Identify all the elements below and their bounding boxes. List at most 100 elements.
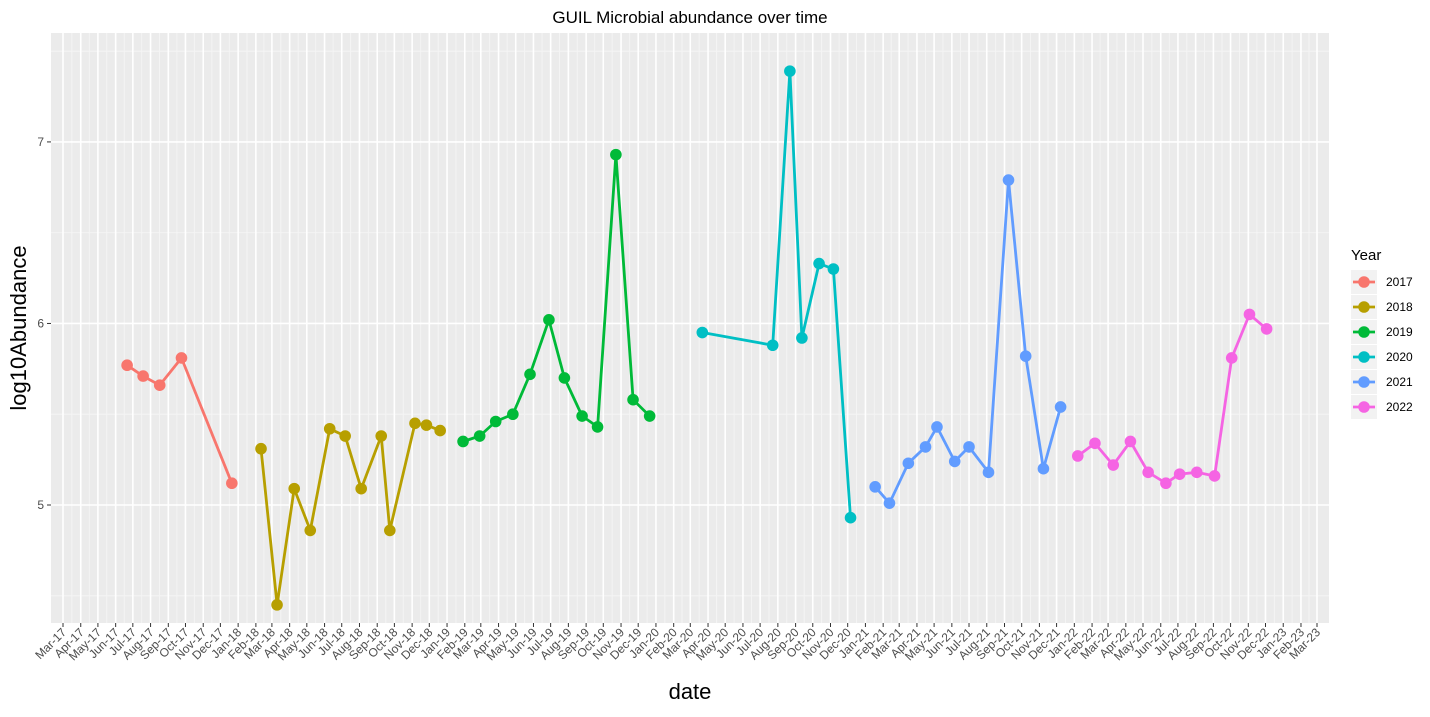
data-point [355, 482, 367, 495]
data-point [1142, 466, 1154, 479]
data-point [507, 408, 519, 421]
data-point [576, 410, 588, 422]
y-tick-label: 5 [37, 498, 44, 512]
legend-title: Year [1351, 247, 1381, 264]
data-point [643, 410, 656, 422]
data-point [473, 430, 486, 442]
legend-item: 2021 [1351, 370, 1413, 394]
legend-item: 2018 [1351, 295, 1413, 319]
data-point [869, 481, 881, 493]
data-point [375, 430, 388, 442]
series-layer [121, 65, 1273, 611]
data-point [1191, 466, 1203, 479]
legend-label: 2022 [1386, 400, 1413, 414]
data-point [323, 422, 336, 435]
data-point [175, 352, 188, 364]
data-point [558, 372, 571, 384]
legend-label: 2021 [1386, 375, 1413, 389]
data-point [610, 148, 622, 161]
data-point [948, 455, 961, 468]
y-axis-title: log10Abundance [6, 245, 31, 410]
series-2021 [869, 174, 1067, 509]
legend-marker [1358, 351, 1370, 363]
legend-marker [1358, 376, 1370, 388]
data-point [1173, 468, 1186, 480]
series-line [874, 178, 1062, 505]
data-point [982, 466, 995, 479]
data-point [543, 314, 555, 326]
series-2019 [457, 148, 656, 448]
data-point [384, 524, 396, 537]
data-point [1107, 459, 1120, 471]
legend-marker [1358, 326, 1370, 338]
data-point [304, 524, 317, 537]
data-point [1124, 435, 1137, 448]
legend-marker [1358, 276, 1370, 288]
major-gridlines [51, 33, 1329, 623]
data-point [696, 326, 709, 339]
data-point [153, 379, 166, 391]
data-point [1071, 450, 1084, 462]
x-axis: Mar-17Apr-17May-17Jun-17Jul-17Aug-17Sep-… [32, 623, 1323, 663]
data-point [1089, 437, 1101, 450]
data-point [1054, 401, 1067, 413]
data-point [796, 332, 808, 344]
data-point [1243, 308, 1256, 321]
data-point [784, 65, 796, 77]
data-point [1225, 352, 1238, 364]
data-point [1260, 323, 1273, 335]
legend-item: 2019 [1351, 320, 1413, 344]
data-point [137, 370, 149, 382]
y-tick-label: 6 [37, 316, 44, 330]
data-point [1002, 174, 1015, 186]
data-point [226, 477, 238, 490]
data-point [255, 442, 267, 455]
data-point [883, 497, 896, 509]
series-2017 [121, 352, 238, 490]
data-point [1019, 350, 1032, 362]
legend-item: 2022 [1351, 395, 1413, 419]
data-point [271, 599, 283, 611]
legend-label: 2018 [1386, 300, 1413, 314]
data-point [434, 424, 446, 437]
series-2018 [255, 417, 446, 611]
data-point [1208, 470, 1221, 482]
data-point [844, 511, 857, 524]
minor-gridlines [51, 33, 1329, 623]
data-point [409, 417, 421, 430]
legend-label: 2020 [1386, 350, 1413, 364]
y-axis: 5 6 7 [37, 135, 51, 512]
data-point [627, 393, 639, 406]
data-point [827, 263, 840, 275]
y-tick-label: 7 [37, 135, 44, 149]
legend-marker [1358, 301, 1370, 313]
data-point [489, 415, 502, 428]
data-point [121, 359, 133, 372]
series-2020 [696, 65, 857, 524]
legend-label: 2019 [1386, 325, 1413, 339]
data-point [457, 435, 469, 448]
data-point [339, 430, 351, 442]
data-point [919, 441, 932, 453]
data-point [902, 457, 915, 470]
series-2022 [1071, 308, 1273, 490]
x-axis-title: date [669, 679, 712, 704]
data-point [963, 441, 975, 453]
data-point [813, 257, 825, 270]
data-point [524, 368, 536, 381]
data-point [1037, 462, 1050, 475]
data-point [931, 421, 943, 433]
legend-item: 2020 [1351, 345, 1413, 369]
data-point [591, 421, 604, 433]
legend-item: 2017 [1351, 270, 1413, 294]
chart-title: GUIL Microbial abundance over time [552, 8, 827, 27]
data-point [288, 482, 301, 495]
legend-marker [1358, 401, 1370, 413]
data-point [420, 419, 433, 431]
data-point [766, 339, 779, 352]
legend: Year 2017 2018 2019 2020 2021 2022 [1351, 247, 1413, 419]
data-point [1160, 477, 1172, 490]
legend-label: 2017 [1386, 275, 1413, 289]
